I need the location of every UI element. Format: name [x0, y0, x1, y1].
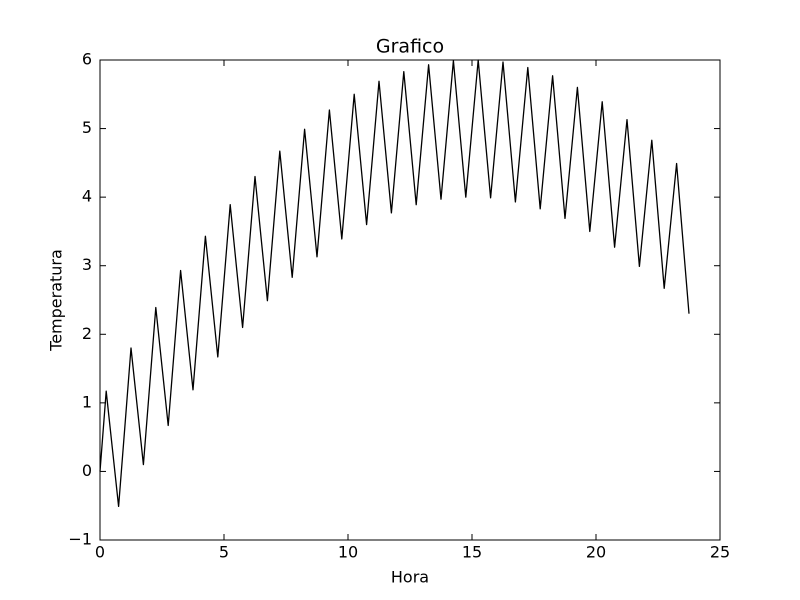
x-tick-label: 0: [95, 543, 105, 562]
x-tick-label: 10: [338, 543, 358, 562]
plot-frame: [99, 59, 721, 541]
x-tick-label: 20: [586, 543, 606, 562]
y-tick-label: 2: [82, 324, 92, 343]
data-line: [99, 59, 690, 508]
chart-title: Grafico: [376, 36, 444, 58]
y-axis-label: Temperatura: [47, 249, 66, 352]
y-tick-label: 4: [82, 187, 92, 206]
x-axis-label: Hora: [391, 568, 429, 587]
x-tick-label: 15: [462, 543, 482, 562]
y-tick-label: 1: [82, 392, 92, 411]
y-tick-label: 3: [82, 255, 92, 274]
y-tick-label: 0: [82, 461, 92, 480]
y-tick-label: −1: [68, 530, 92, 549]
x-tick-label: 25: [710, 543, 730, 562]
y-tick-label: 6: [82, 50, 92, 69]
y-tick-label: 5: [82, 118, 92, 137]
x-tick-label: 5: [219, 543, 229, 562]
